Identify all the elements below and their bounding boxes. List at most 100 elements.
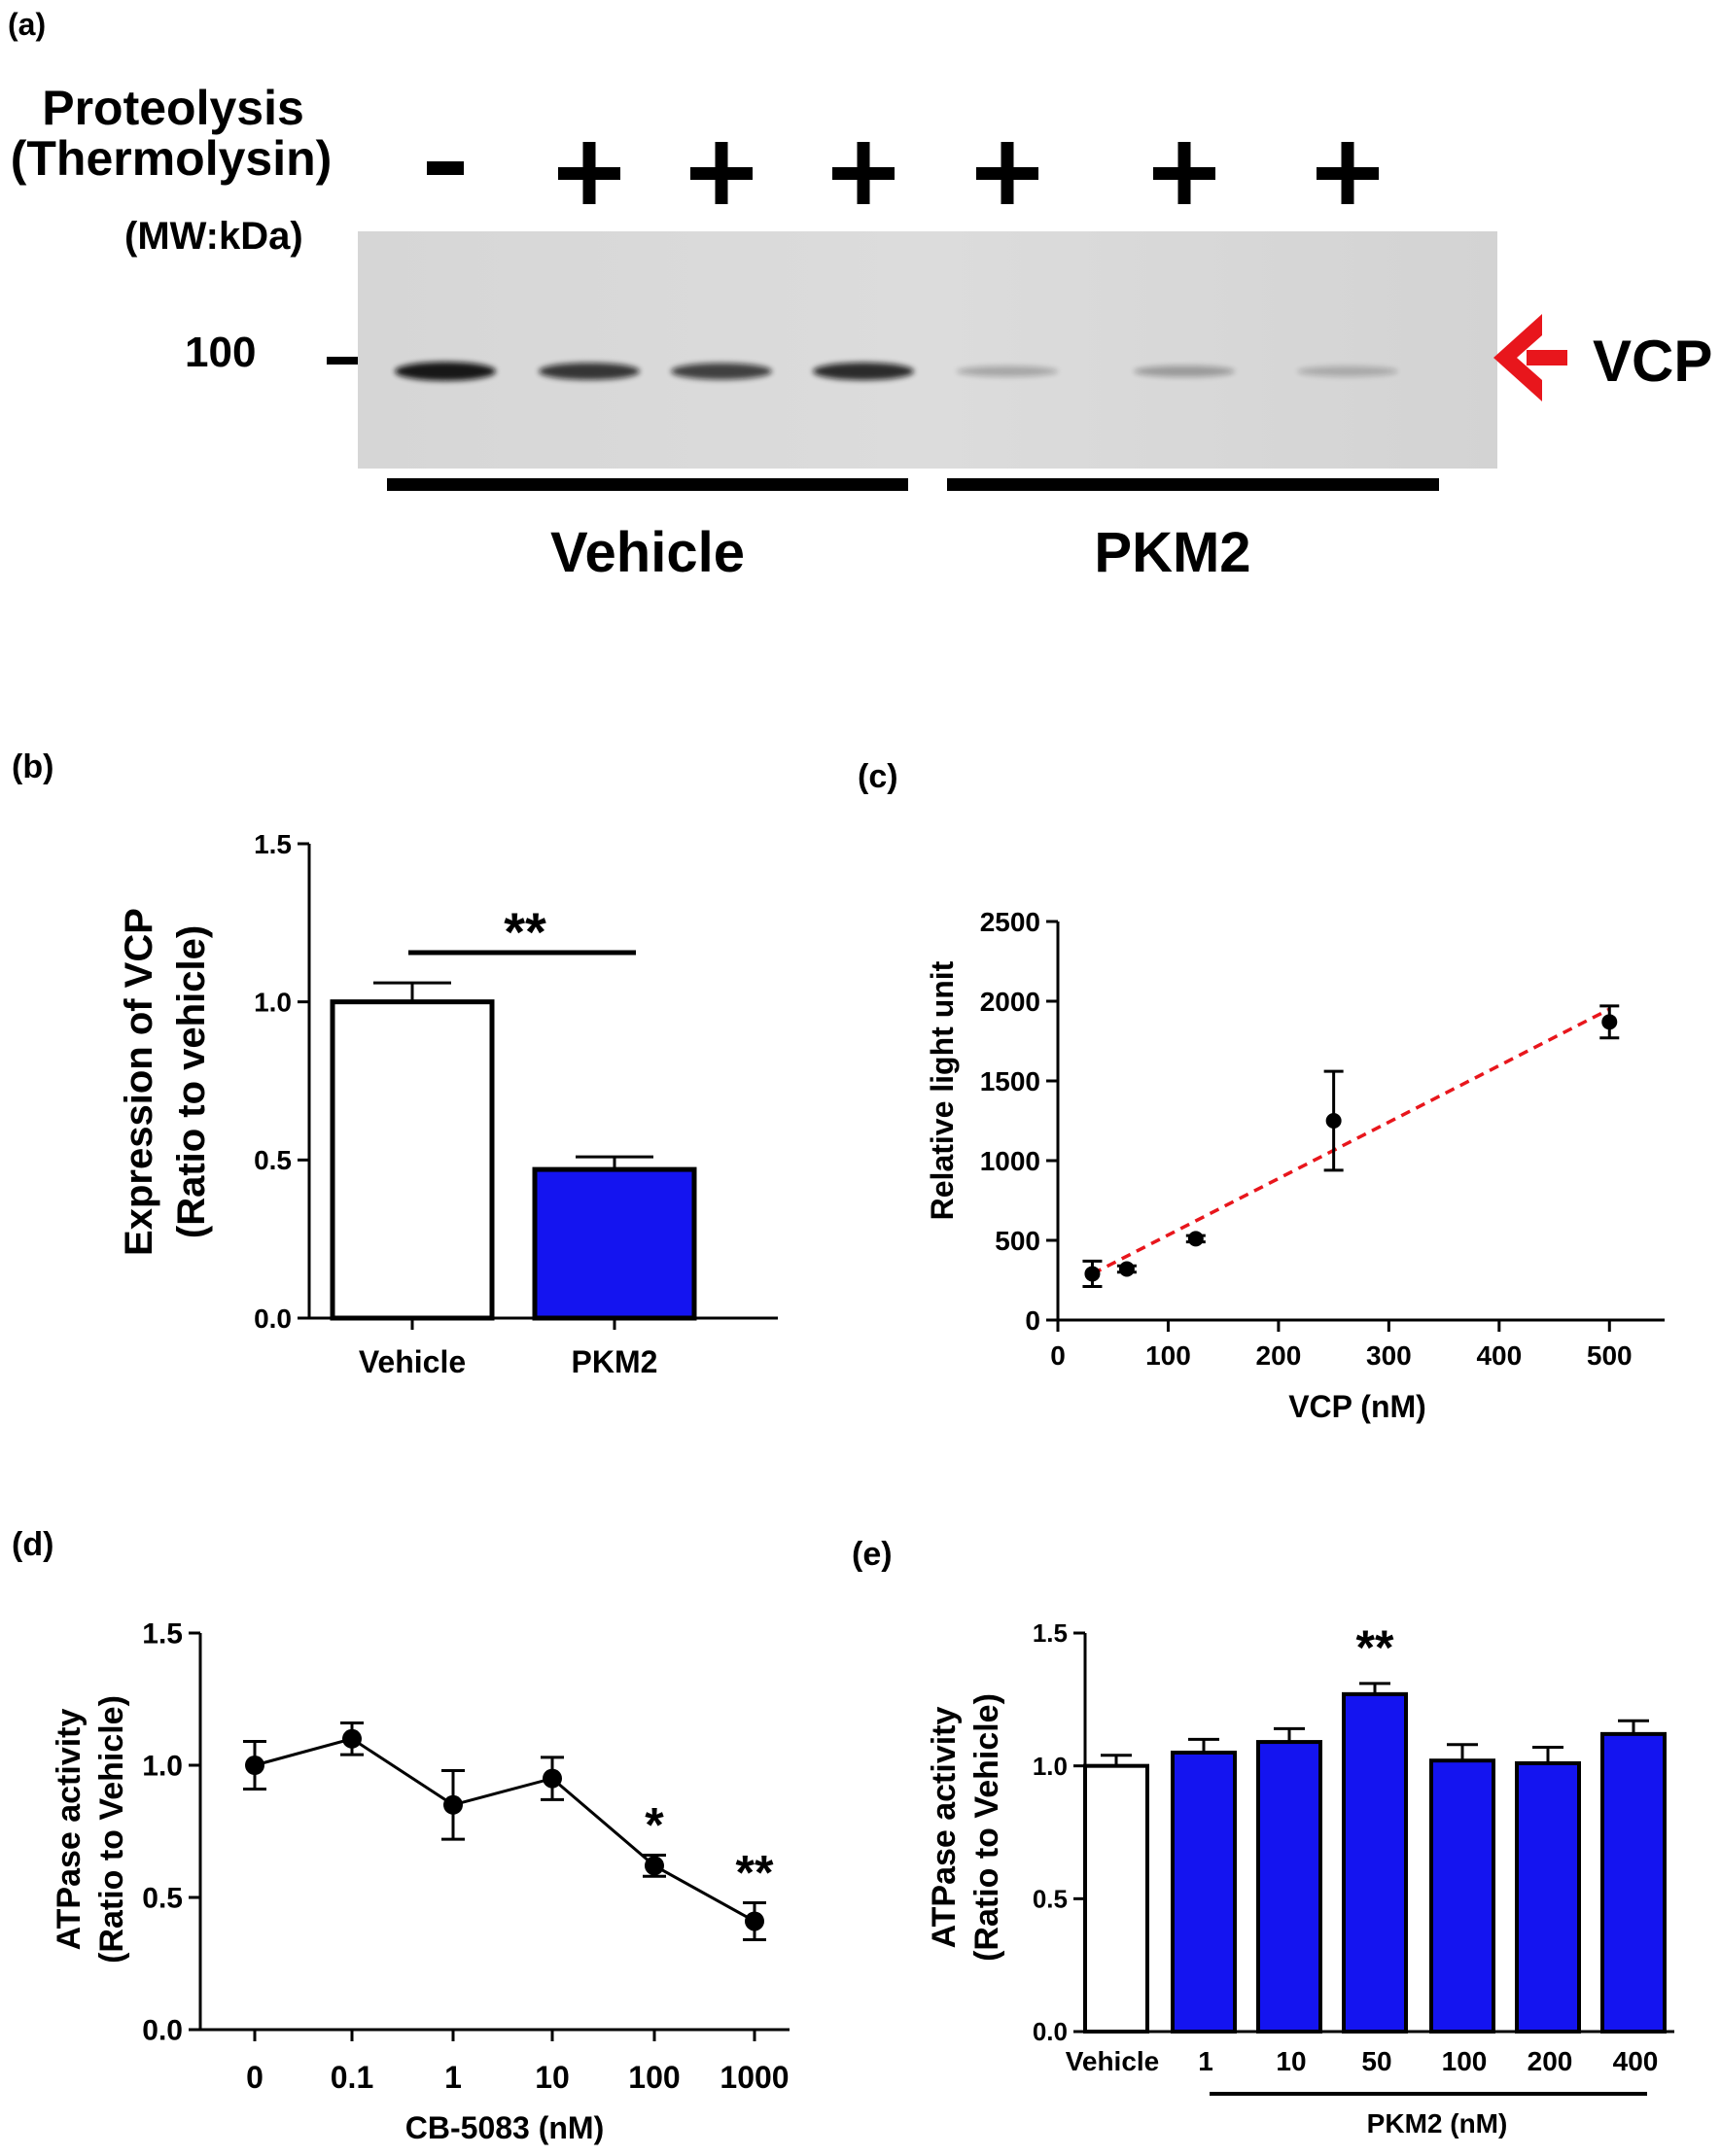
- plus-sign-vertical: [857, 142, 870, 204]
- panel-e-ylabel-line2: (Ratio to Vehicle): [968, 1693, 1005, 1962]
- mw-marker-dash: [327, 357, 379, 365]
- panel-b-x-tick-label: PKM2: [572, 1344, 658, 1379]
- panel-d-x-tick-label: 1: [444, 2060, 462, 2095]
- panel-e-pkm2-bracket: [1210, 2092, 1647, 2096]
- panel-d-y-tick-label: 1.5: [142, 1618, 183, 1651]
- mw-label: (MW:kDa): [124, 215, 303, 258]
- panel-e-x-tick-label: 100: [1442, 2046, 1488, 2076]
- panel-d-y-tick-label: 0.5: [142, 1883, 183, 1915]
- vehicle-bracket-line: [387, 478, 908, 491]
- plus-sign: [832, 142, 895, 204]
- panel-e-label: (e): [852, 1536, 893, 1573]
- vcp-label: VCP: [1593, 329, 1712, 394]
- panel-d-xlabel: CB-5083 (nM): [405, 2110, 604, 2145]
- panel-c-label: (c): [858, 758, 898, 795]
- panel-c-x-tick-label: 400: [1476, 1340, 1522, 1371]
- panel-e-bar: [1515, 1760, 1581, 2034]
- panel-e-bar: [1600, 1731, 1667, 2034]
- panel-d-label: (d): [12, 1526, 53, 1563]
- panel-e-ylabel-line1: ATPase activity: [926, 1706, 963, 1948]
- panel-d-x-tick-label: 0.1: [331, 2060, 373, 2095]
- panel-c-point: [1187, 1231, 1204, 1247]
- panel-c-point: [1601, 1014, 1618, 1030]
- plus-sign-vertical: [1341, 142, 1354, 204]
- blot-band: [395, 362, 496, 381]
- panel-e-y-tick-label: 1.0: [1033, 1752, 1068, 1781]
- panel-e-x-tick-label: 200: [1528, 2046, 1573, 2076]
- panel-e: (e) ATPase activity (Ratio to Vehicle) P…: [852, 1536, 1674, 2139]
- minus-sign: [427, 161, 464, 175]
- panel-d-point: [245, 1756, 264, 1775]
- panel-b-y-tick-label: 1.0: [254, 987, 292, 1017]
- panel-b-x-tick-label: Vehicle: [359, 1344, 466, 1379]
- panel-a: (a) Proteolysis (Thermolysin) (MW:kDa) 1…: [8, 7, 1712, 584]
- panel-e-chart: 0.0 0.5 1.0 1.5 Vehicle 1 10 50 ** 100 200 400: [1033, 1618, 1674, 2076]
- panel-c-x-tick-label: 0: [1050, 1340, 1066, 1371]
- panel-b-bar: [532, 1166, 697, 1321]
- panel-b-significance-stars: **: [504, 901, 546, 962]
- plus-sign: [558, 142, 620, 204]
- panel-d-y-tick-label: 1.0: [142, 1751, 183, 1783]
- plus-sign: [1317, 142, 1379, 204]
- panel-c-y-tick-label: 1500: [980, 1066, 1040, 1096]
- panel-b-ylabel-line2: (Ratio to vehicle): [170, 925, 213, 1238]
- panel-c-x-tick-label: 100: [1145, 1340, 1191, 1371]
- panel-c-ylabel: Relative light unit: [925, 960, 960, 1220]
- plus-sign-vertical: [1177, 142, 1191, 204]
- proteolysis-header: Proteolysis: [42, 81, 304, 135]
- panel-b-ylabel-line1: Expression of VCP: [118, 908, 160, 1256]
- blot-bands: [395, 362, 1398, 381]
- panel-e-bar: [1171, 1751, 1237, 2034]
- vehicle-group-label: Vehicle: [550, 521, 745, 584]
- panel-c: (c) Relative light unit VCP (nM) 0 500 100…: [858, 758, 1665, 1424]
- panel-e-bar: [1083, 1763, 1149, 2034]
- panel-d: (d) ATPase activity (Ratio to Vehicle) C…: [12, 1526, 790, 2145]
- panel-c-point: [1084, 1266, 1101, 1282]
- panel-c-y-tick-label: 0: [1025, 1305, 1040, 1336]
- blot-band: [1134, 365, 1235, 377]
- plus-sign-vertical: [715, 142, 728, 204]
- panel-d-x-tick-label: 1000: [720, 2060, 789, 2095]
- panel-b-y-tick-label: 1.5: [254, 829, 292, 859]
- panel-d-line: [254, 1737, 755, 1923]
- blot-band: [671, 363, 772, 380]
- panel-c-y-tick-label: 1000: [980, 1146, 1040, 1176]
- panel-c-point: [1325, 1113, 1342, 1129]
- panel-e-bar: [1342, 1691, 1408, 2034]
- panel-e-bar: [1256, 1740, 1322, 2034]
- mw-marker-100: 100: [185, 329, 256, 376]
- pkm2-group-label: PKM2: [1094, 521, 1250, 584]
- panel-e-y-tick-label: 0.5: [1033, 1884, 1068, 1913]
- panel-d-x-tick-label: 10: [535, 2060, 570, 2095]
- panel-d-x-tick-label: 100: [628, 2060, 680, 2095]
- panel-c-y-tick-label: 2000: [980, 987, 1040, 1017]
- panel-d-significance: *: [645, 1797, 664, 1852]
- red-arrow-icon: [1493, 314, 1567, 401]
- panel-d-y-tick-label: 0.0: [142, 2015, 183, 2047]
- panel-d-point: [745, 1911, 764, 1931]
- panel-e-significance: **: [1356, 1620, 1394, 1675]
- panel-e-x-tick-label: 400: [1613, 2046, 1659, 2076]
- panel-e-x-tick-label: Vehicle: [1066, 2046, 1160, 2076]
- panel-d-chart: 0.0 0.5 1.0 1.5 0 0.1 1 10 100 * 1000 **: [142, 1618, 790, 2095]
- panel-e-bar: [1429, 1758, 1495, 2034]
- panel-e-x-tick-label: 10: [1276, 2046, 1306, 2076]
- panel-d-point: [543, 1768, 562, 1789]
- panel-e-y-tick-label: 1.5: [1033, 1618, 1068, 1648]
- panel-c-x-tick-label: 500: [1587, 1340, 1633, 1371]
- panel-e-x-tick-label: 50: [1361, 2046, 1391, 2076]
- proteolysis-signs: [427, 142, 1379, 204]
- panel-c-fit-line: [1091, 1007, 1611, 1275]
- panel-d-significance: **: [736, 1845, 774, 1899]
- blot-band: [813, 362, 914, 381]
- pkm2-bracket-line: [947, 478, 1439, 491]
- panel-c-y-tick-label: 500: [995, 1226, 1040, 1256]
- western-blot: [358, 231, 1497, 469]
- panel-d-point: [645, 1856, 664, 1876]
- plus-sign-vertical: [1001, 142, 1014, 204]
- plus-sign-vertical: [582, 142, 596, 204]
- plus-sign: [1153, 142, 1215, 204]
- panel-c-xlabel: VCP (nM): [1288, 1389, 1426, 1424]
- panel-d-point: [443, 1794, 463, 1815]
